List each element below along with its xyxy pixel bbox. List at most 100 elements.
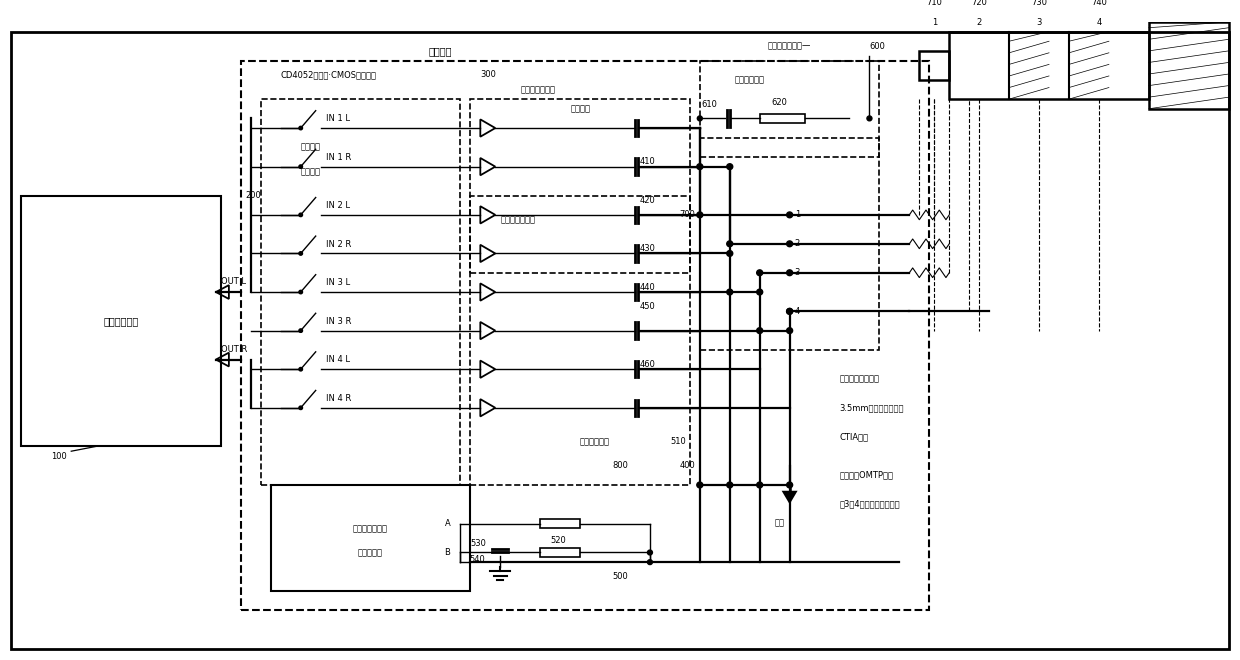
- Text: 740: 740: [1091, 0, 1107, 7]
- Text: 音频放大与匹配: 音频放大与匹配: [521, 85, 556, 94]
- Text: 800: 800: [613, 461, 627, 470]
- Circle shape: [647, 550, 652, 555]
- Text: IN 1 R: IN 1 R: [326, 153, 351, 162]
- Text: 第3、4端子接线对调即可: 第3、4端子接线对调即可: [839, 500, 900, 509]
- Text: IN 4 R: IN 4 R: [326, 394, 351, 403]
- Text: 710: 710: [926, 0, 942, 7]
- Text: 100: 100: [51, 451, 67, 461]
- Polygon shape: [781, 491, 797, 504]
- Text: 耦合电容: 耦合电容: [570, 104, 590, 114]
- Bar: [541, 519, 580, 528]
- Text: OUT L: OUT L: [221, 277, 246, 286]
- Text: 540: 540: [470, 555, 485, 564]
- Bar: [260, 99, 460, 485]
- Circle shape: [299, 406, 303, 410]
- Bar: [470, 195, 689, 273]
- Text: 620: 620: [771, 98, 787, 107]
- Text: 500: 500: [613, 572, 627, 581]
- Circle shape: [697, 212, 703, 218]
- Circle shape: [756, 482, 763, 488]
- Circle shape: [299, 329, 303, 333]
- Text: IN 2 R: IN 2 R: [326, 240, 351, 249]
- Text: CTIA接法: CTIA接法: [839, 432, 869, 442]
- Bar: [699, 138, 879, 350]
- Text: 1: 1: [795, 211, 800, 219]
- Circle shape: [786, 482, 792, 488]
- Circle shape: [727, 482, 733, 488]
- Text: IN 3 R: IN 3 R: [326, 317, 351, 326]
- Bar: [1148, 22, 1229, 109]
- Text: 1: 1: [931, 18, 937, 27]
- Text: B: B: [444, 548, 450, 557]
- Text: 720: 720: [971, 0, 987, 7]
- Text: 2: 2: [977, 18, 982, 27]
- Circle shape: [786, 328, 792, 333]
- Text: 话筒放大与匹配: 话筒放大与匹配: [500, 215, 536, 224]
- Circle shape: [727, 289, 733, 295]
- Circle shape: [786, 212, 792, 218]
- Text: 接地: 接地: [775, 519, 785, 528]
- Bar: [760, 114, 805, 123]
- Text: OUT R: OUT R: [221, 345, 247, 354]
- Text: 610: 610: [702, 100, 718, 109]
- Text: 510: 510: [670, 437, 686, 446]
- Circle shape: [786, 308, 792, 314]
- Text: IN 2 L: IN 2 L: [326, 201, 350, 210]
- Text: 420: 420: [640, 196, 656, 205]
- Text: 600: 600: [869, 42, 885, 51]
- Circle shape: [299, 165, 303, 168]
- Bar: [241, 61, 929, 611]
- Circle shape: [867, 116, 872, 121]
- Text: 4: 4: [1096, 18, 1101, 27]
- Text: 200: 200: [246, 191, 262, 200]
- Text: 2: 2: [795, 240, 800, 248]
- Bar: [919, 51, 950, 80]
- Circle shape: [299, 251, 303, 255]
- Text: 530: 530: [470, 539, 486, 548]
- Bar: [541, 548, 580, 557]
- Text: 切换开关: 切换开关: [301, 167, 321, 176]
- Text: 送辑控制: 送辑控制: [301, 143, 321, 152]
- Text: IN 4 L: IN 4 L: [326, 355, 350, 364]
- Text: 如果改用OMTP方案: 如果改用OMTP方案: [839, 471, 894, 480]
- Circle shape: [697, 116, 702, 121]
- Bar: [950, 32, 1148, 99]
- Text: A: A: [445, 519, 450, 528]
- Circle shape: [697, 164, 703, 170]
- Text: 410: 410: [640, 157, 656, 166]
- Text: 控制电压滤波: 控制电压滤波: [580, 437, 610, 446]
- Text: 460: 460: [640, 360, 656, 369]
- Circle shape: [786, 241, 792, 247]
- Text: 音频应用电路: 音频应用电路: [103, 316, 139, 326]
- Text: 730: 730: [1030, 0, 1047, 7]
- Bar: [21, 195, 221, 446]
- Text: 集成电路: 集成电路: [429, 46, 453, 56]
- Circle shape: [647, 560, 652, 564]
- Circle shape: [727, 251, 733, 256]
- Text: 开关送辑控制器: 开关送辑控制器: [353, 524, 388, 533]
- Circle shape: [786, 270, 792, 276]
- Text: IN 1 L: IN 1 L: [326, 114, 350, 123]
- Text: CD4052双四选·CMOS模拟开关: CD4052双四选·CMOS模拟开关: [280, 71, 377, 79]
- Text: 地址位译码: 地址位译码: [358, 548, 383, 557]
- Text: 4: 4: [795, 307, 800, 316]
- Text: IN 3 L: IN 3 L: [326, 279, 350, 287]
- Text: 700: 700: [680, 211, 694, 219]
- Circle shape: [299, 368, 303, 371]
- Bar: [699, 61, 879, 157]
- Circle shape: [697, 482, 703, 488]
- Text: 300: 300: [480, 71, 496, 79]
- Text: 四脚音频输入接口: 四脚音频输入接口: [839, 374, 879, 383]
- Circle shape: [727, 241, 733, 247]
- Text: 3: 3: [1037, 18, 1042, 27]
- Circle shape: [786, 308, 792, 314]
- Text: 430: 430: [640, 244, 656, 253]
- Text: 520: 520: [551, 536, 565, 544]
- Text: 馻极体偏置电源—: 馻极体偏置电源—: [768, 42, 811, 51]
- Text: 400: 400: [680, 461, 696, 470]
- Text: 3.5mm四端子耳机插座: 3.5mm四端子耳机插座: [839, 403, 904, 412]
- Text: 440: 440: [640, 282, 656, 292]
- Circle shape: [299, 126, 303, 130]
- Bar: [270, 485, 470, 591]
- Circle shape: [756, 270, 763, 276]
